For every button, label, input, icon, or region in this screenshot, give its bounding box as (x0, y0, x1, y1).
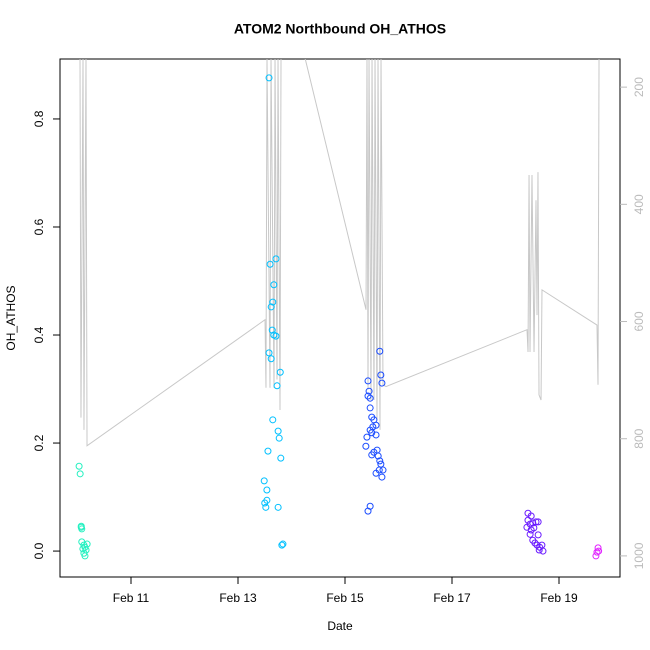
plot-area (79, 59, 600, 447)
data-point (270, 281, 278, 289)
data-point (534, 531, 542, 539)
data-point (263, 486, 271, 494)
data-point (526, 530, 534, 538)
data-point (83, 540, 91, 548)
data-point (275, 434, 283, 442)
data-point (377, 460, 385, 468)
data-point (267, 303, 275, 311)
y-tick-label: 0.4 (32, 326, 46, 343)
data-point (366, 394, 374, 402)
data-point (81, 552, 89, 560)
data-point (376, 457, 384, 465)
data-point (269, 298, 277, 306)
data-point (592, 552, 600, 560)
data-point (77, 522, 85, 530)
data-point (268, 326, 276, 334)
x-tick-label: Feb 13 (219, 591, 257, 605)
data-point (363, 433, 371, 441)
data-point (274, 427, 282, 435)
y-tick-label: 0.8 (32, 110, 46, 127)
data-point (531, 539, 539, 547)
data-point (272, 332, 280, 340)
y2-tick-label: 200 (632, 77, 646, 97)
data-point (594, 544, 602, 552)
data-point (372, 431, 380, 439)
data-point (593, 548, 601, 556)
data-point (266, 260, 274, 268)
y-tick-label: 0.2 (32, 434, 46, 451)
data-point (260, 477, 268, 485)
data-point (530, 524, 538, 532)
data-point (377, 371, 385, 379)
data-point (279, 540, 287, 548)
data-point (272, 255, 280, 263)
data-point (364, 392, 372, 400)
data-point (79, 545, 87, 553)
data-point (263, 496, 271, 504)
chart-title: ATOM2 Northbound OH_ATHOS (234, 21, 446, 37)
data-point (366, 404, 374, 412)
data-point (76, 470, 84, 478)
data-point (75, 462, 83, 470)
data-point (274, 503, 282, 511)
y-tick-label: 0.6 (32, 218, 46, 235)
profile-line (79, 59, 600, 447)
data-point (78, 525, 86, 533)
x-tick-label: Feb 19 (540, 591, 578, 605)
data-point (365, 387, 373, 395)
y2-tick-label: 400 (632, 194, 646, 214)
data-point (273, 382, 281, 390)
data-point (534, 518, 542, 526)
x-tick-label: Feb 17 (433, 591, 471, 605)
y2-tick-label: 1000 (632, 542, 646, 569)
y-axis-title: OH_ATHOS (4, 285, 18, 350)
plot-box (59, 58, 621, 578)
x-tick-label: Feb 11 (113, 591, 150, 605)
data-point (278, 541, 286, 549)
y2-tick-label: 600 (632, 311, 646, 331)
y-tick-label: 0.0 (32, 542, 46, 559)
data-point (532, 518, 540, 526)
data-point (265, 349, 273, 357)
x-tick-label: Feb 15 (326, 591, 364, 605)
data-point (372, 421, 380, 429)
data-point (264, 447, 272, 455)
data-point (378, 379, 386, 387)
data-point (378, 473, 386, 481)
data-point (366, 502, 374, 510)
y2-tick-label: 800 (632, 428, 646, 448)
data-point (362, 442, 370, 450)
data-point (276, 368, 284, 376)
data-point (262, 503, 270, 511)
data-point (269, 416, 277, 424)
x-axis-title: Date (327, 619, 353, 633)
data-point (265, 74, 273, 82)
data-point (364, 377, 372, 385)
data-point (374, 452, 382, 460)
data-point (379, 466, 387, 474)
data-point (535, 546, 543, 554)
data-point (376, 347, 384, 355)
data-point (539, 547, 547, 555)
data-point (267, 355, 275, 363)
data-point (277, 454, 285, 462)
